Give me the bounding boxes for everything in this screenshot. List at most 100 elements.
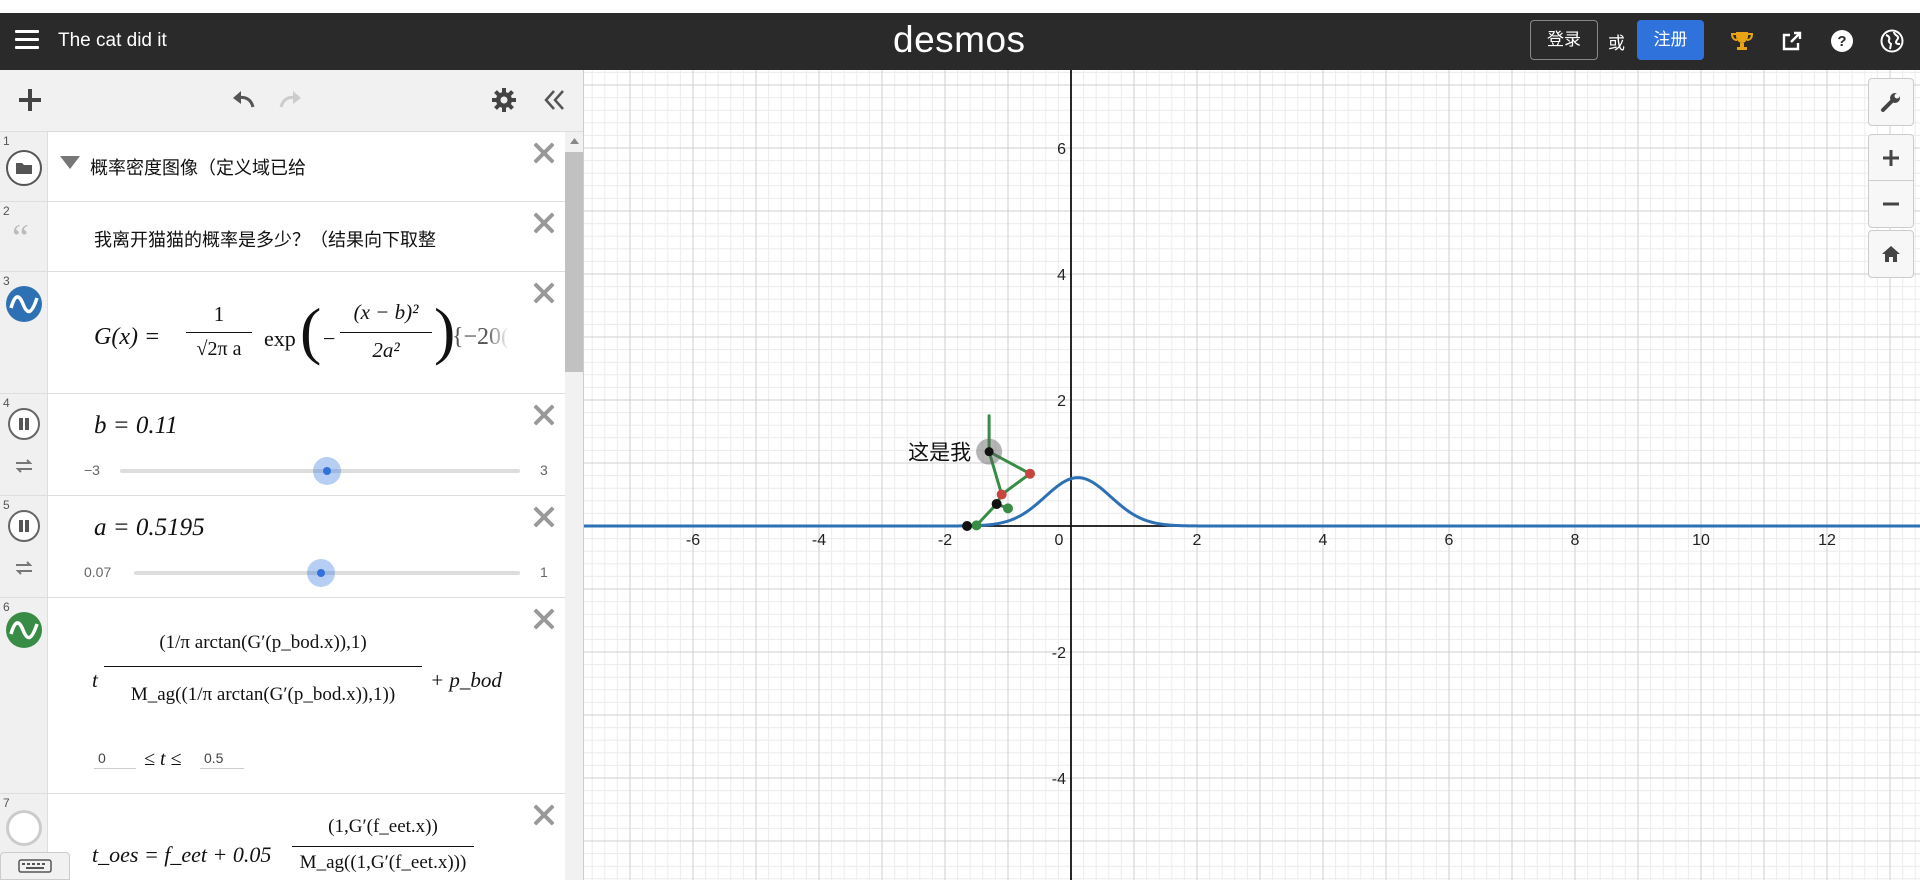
delete-icon[interactable] [531, 280, 557, 306]
add-icon[interactable] [14, 84, 46, 116]
left-paren: ( [300, 295, 322, 366]
trophy-icon[interactable] [1728, 27, 1756, 55]
gaussian-curve[interactable] [584, 476, 1920, 528]
x-tick-label: 8 [1571, 532, 1580, 549]
formula-lhs: G(x) = [94, 324, 161, 350]
expression-gutter: 6 [0, 598, 48, 793]
slider-b-min[interactable]: −3 [84, 462, 100, 478]
delete-icon[interactable] [531, 210, 557, 236]
desmos-logo: desmos [893, 19, 1026, 60]
expression-scrollbar[interactable] [565, 132, 583, 880]
toes-formula[interactable]: t_oes = f_eet + 0.05 (1,G′(f_eet.x)) M_a… [92, 804, 512, 880]
stick-figure[interactable] [962, 414, 1036, 531]
slider-a-max[interactable]: 1 [540, 564, 548, 580]
note-text[interactable]: 我离开猫猫的概率是多少？（结果向下取整 [94, 230, 436, 250]
expression-toolbar [0, 70, 583, 132]
slider-b[interactable]: −3 3 [84, 457, 554, 485]
slider-a-min[interactable]: 0.07 [84, 564, 112, 580]
keyboard-toggle[interactable] [0, 852, 70, 880]
delete-icon[interactable] [531, 802, 557, 828]
slider-a-value[interactable]: a = 0.5195 [94, 514, 205, 541]
graph-settings-group [1868, 78, 1914, 126]
point-label: 这是我 [908, 442, 971, 465]
parametric-lower-bound[interactable]: 0 [94, 748, 136, 769]
expression-item-note[interactable]: 2 “ 我离开猫猫的概率是多少？（结果向下取整 [0, 202, 565, 272]
slider-a-track[interactable] [134, 559, 520, 587]
expression-gutter: 3 [0, 272, 48, 393]
login-button[interactable]: 登录 [1530, 20, 1598, 60]
right-paren: ) [434, 295, 456, 366]
parametric-upper-bound[interactable]: 0.5 [200, 748, 244, 769]
header-bar: The cat did it desmos 登录 或 注册 ? [0, 13, 1920, 70]
play-pause-icon[interactable] [8, 510, 40, 542]
x-tick-label: 12 [1818, 532, 1836, 549]
settings-icon[interactable] [488, 84, 520, 116]
expression-item-folder[interactable]: 1 概率密度图像（定义域已给 [0, 132, 565, 202]
stick-segment [1000, 472, 1032, 496]
menu-icon[interactable] [15, 30, 39, 52]
expression-number: 4 [3, 396, 10, 410]
x-tick-label: -4 [812, 532, 826, 549]
expression-number: 5 [3, 498, 10, 512]
stick-point [1003, 503, 1013, 514]
y-tick-label: -4 [1052, 771, 1066, 788]
graph-color-icon[interactable] [6, 286, 42, 322]
fraction-denominator: M_ag((1,G′(f_eet.x))) [299, 852, 467, 873]
gaussian-formula[interactable]: G(x) = 1 √2π a exp ( − (x − b)² 2a² ) {−… [94, 295, 510, 366]
loop-icon[interactable] [14, 458, 34, 474]
y-tick-label: -2 [1052, 645, 1066, 662]
expression-item-slider-a[interactable]: 5 a = 0.5195 0.07 1 [0, 496, 565, 598]
graph-color-icon[interactable] [6, 612, 42, 648]
slider-b-handle[interactable] [313, 457, 342, 485]
home-icon[interactable] [1869, 231, 1913, 277]
parametric-numerator: (1/π arctan(G′(p_bod.x)),1) [159, 632, 367, 653]
parametric-denominator: M_ag((1/π arctan(G′(p_bod.x)),1)) [130, 684, 396, 705]
folder-toggle-icon[interactable] [60, 156, 80, 170]
expression-gutter: 1 [0, 132, 48, 201]
delete-icon[interactable] [531, 504, 557, 530]
fraction-numerator: (1,G′(f_eet.x)) [328, 816, 438, 837]
play-pause-icon[interactable] [8, 408, 40, 440]
fraction-denominator: √2π a [196, 338, 242, 360]
globe-icon[interactable] [1878, 27, 1906, 55]
folder-icon[interactable] [6, 150, 42, 186]
svg-text:?: ? [1837, 33, 1846, 50]
delete-icon[interactable] [531, 606, 557, 632]
zoom-out-icon[interactable] [1869, 181, 1913, 227]
undo-icon[interactable] [226, 84, 260, 116]
graph-title[interactable]: The cat did it [58, 30, 167, 51]
slider-a-handle[interactable] [306, 559, 335, 587]
top-strip [0, 0, 1920, 13]
slider-b-track[interactable] [120, 457, 520, 485]
slider-b-max[interactable]: 3 [540, 462, 548, 478]
loop-icon[interactable] [14, 560, 34, 576]
graph-paper[interactable]: -6 -4 -2 0 2 4 6 8 10 12 6 4 2 -2 -4 这是我 [584, 70, 1920, 880]
expression-gutter: 4 [0, 394, 48, 495]
wrench-icon[interactable] [1869, 79, 1913, 125]
delete-icon[interactable] [531, 140, 557, 166]
expression-item-toes[interactable]: 7 t_oes = f_eet + 0.05 (1,G′(f_eet.x)) M… [0, 794, 565, 880]
slider-a[interactable]: 0.07 1 [84, 559, 554, 587]
x-tick-label: 0 [1055, 532, 1064, 549]
home-group [1868, 230, 1914, 278]
folder-title[interactable]: 概率密度图像（定义域已给 [90, 158, 306, 178]
stick-point [996, 489, 1007, 500]
parametric-formula[interactable]: t (1/π arctan(G′(p_bod.x)),1) M_ag((1/π … [92, 614, 512, 724]
share-icon[interactable] [1778, 27, 1806, 55]
expression-number: 2 [3, 204, 10, 218]
expression-item-gaussian[interactable]: 3 G(x) = 1 √2π a exp ( − (x − b)² 2a² ) … [0, 272, 565, 394]
graph-canvas[interactable]: -6 -4 -2 0 2 4 6 8 10 12 6 4 2 -2 -4 这是我 [584, 70, 1920, 880]
help-icon[interactable]: ? [1828, 27, 1856, 55]
x-tick-label: -6 [686, 532, 700, 549]
hidden-graph-icon[interactable] [6, 810, 42, 846]
delete-icon[interactable] [531, 402, 557, 428]
collapse-icon[interactable] [538, 84, 570, 116]
signup-button[interactable]: 注册 [1637, 20, 1704, 60]
scrollbar-thumb[interactable] [565, 152, 583, 372]
parametric-offset: + p_bod [430, 668, 502, 692]
expression-item-slider-b[interactable]: 4 b = 0.11 −3 3 [0, 394, 565, 496]
redo-icon[interactable] [274, 84, 308, 116]
zoom-in-icon[interactable] [1869, 135, 1913, 181]
expression-item-parametric[interactable]: 6 t (1/π arctan(G′(p_bod.x)),1) M_ag((1/… [0, 598, 565, 794]
slider-b-value[interactable]: b = 0.11 [94, 412, 178, 439]
